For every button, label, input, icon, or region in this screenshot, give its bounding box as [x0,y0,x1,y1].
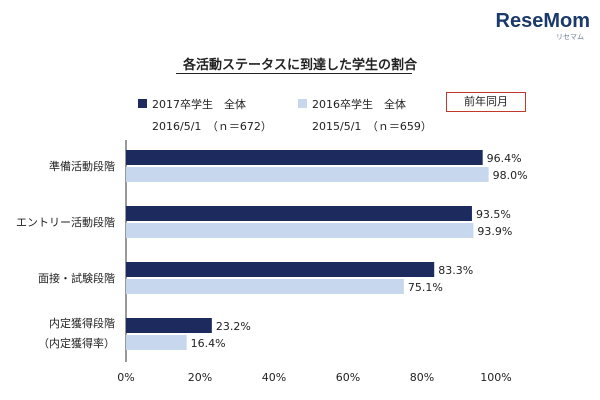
bar-2017 [126,262,435,277]
legend-sub-2016: 2015/5/1 （ｎ＝659） [312,120,432,133]
bar-2016 [126,335,187,350]
data-label: 98.0% [493,169,528,182]
legend-swatch-2016 [298,99,307,108]
data-label: 16.4% [191,337,226,350]
bar-2017 [126,318,212,333]
chart-title: 各活動ステータスに到達した学生の割合 [182,58,417,73]
x-tick-label: 40% [262,371,286,384]
x-tick-label: 100% [480,371,511,384]
category-label: 面接・試験段階 [38,271,115,285]
title-underline [176,73,412,74]
data-label: 75.1% [408,281,443,294]
bar-2016 [126,223,474,238]
resemom-logo-sub: リセマム [556,33,584,41]
legend-label-2016: 2016卒学生 全体 [312,98,406,111]
x-tick-label: 80% [410,371,434,384]
data-label: 93.9% [477,225,512,238]
bar-2016 [126,279,404,294]
x-tick-label: 0% [117,371,134,384]
category-label: 準備活動段階 [49,159,115,173]
bar-2017 [126,150,483,165]
data-label: 83.3% [438,264,473,277]
data-label: 23.2% [216,320,251,333]
data-label: 93.5% [476,208,511,221]
legend-sub-2017: 2016/5/1 （ｎ＝672） [152,120,272,133]
bar-2017 [126,206,472,221]
category-label: エントリー活動段階 [16,215,115,229]
x-tick-label: 60% [336,371,360,384]
previous-year-note: 前年同月 [446,92,526,112]
legend-label-2017: 2017卒学生 全体 [152,98,246,111]
legend-swatch-2017 [138,99,147,108]
x-tick-label: 20% [188,371,212,384]
data-label: 96.4% [487,152,522,165]
category-label: （内定獲得率） [38,336,115,350]
resemom-logo: ReseMom [495,10,590,32]
bar-2016 [126,167,489,182]
category-label: 内定獲得段階 [49,316,115,330]
